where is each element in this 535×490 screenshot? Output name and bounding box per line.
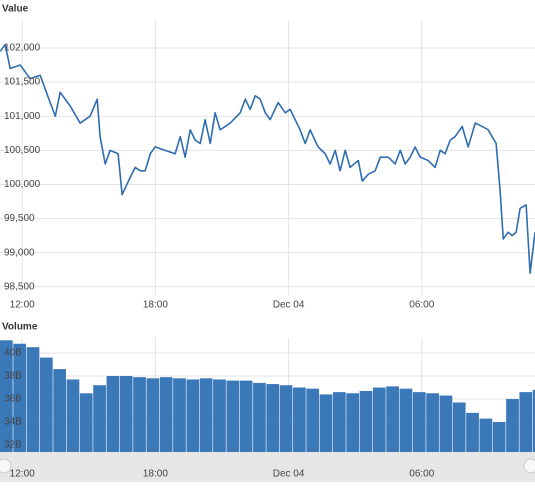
volume-bar [452,402,466,452]
y-tick-label: 101,500 [4,77,41,88]
x-tick-label: 06:00 [409,469,434,480]
y-tick-label: 100,000 [4,179,41,190]
navigator-handle[interactable] [523,458,535,474]
volume-bar [399,388,413,452]
value-line [0,43,535,274]
volume-bar [66,379,80,452]
y-tick-label: 98,500 [4,281,35,292]
volume-bar [199,378,213,452]
y-tick-label: 32B [4,440,22,451]
volume-bar [173,378,186,452]
y-tick-label: 99,500 [4,213,35,224]
volume-bar [93,385,106,452]
volume-bar [519,392,533,452]
volume-bar [39,357,53,452]
volume-bar [119,376,133,452]
volume-bar [359,390,373,452]
volume-bar [306,388,320,452]
x-tick-label: Dec 04 [273,300,305,311]
volume-bar [466,412,479,452]
volume-bar [253,382,266,452]
volume-bar [346,393,360,452]
volume-bar [26,347,40,452]
y-tick-label: 101,000 [4,111,41,122]
volume-bar [492,422,506,452]
volume-bar [479,418,493,452]
x-tick-label: Dec 04 [273,469,305,480]
chart-title: Value [2,4,29,15]
volume-bar [13,343,27,452]
volume-bar [412,392,426,452]
volume-bar [146,378,160,452]
volume-bar [159,377,173,452]
y-tick-label: 38B [4,371,22,382]
volume-bar [293,387,306,452]
volume-bar [186,379,200,452]
volume-bar [239,380,253,452]
volume-bar [226,380,240,452]
y-tick-label: 102,000 [4,43,41,54]
navigator-band [0,452,535,482]
volume-bar [386,386,399,452]
y-tick-label: 34B [4,417,22,428]
volume-bar [332,392,346,452]
x-tick-label: 18:00 [143,469,168,480]
y-tick-label: 40B [4,348,22,359]
x-tick-label: 12:00 [10,469,35,480]
volume-bar [279,385,293,452]
chart-title: Volume [2,322,38,333]
volume-bar [106,376,120,452]
x-tick-label: 18:00 [143,300,168,311]
y-tick-label: 99,000 [4,247,35,258]
x-tick-label: 12:00 [10,300,35,311]
volume-bar [532,389,535,452]
volume-bar [53,369,66,452]
y-tick-label: 36B [4,394,22,405]
volume-bar [319,394,333,452]
volume-bar [372,387,386,452]
volume-bar [0,340,13,452]
volume-bar [213,379,226,452]
y-tick-label: 100,500 [4,145,41,156]
volume-bar [439,395,453,452]
volume-bar [133,377,146,452]
x-tick-label: 06:00 [409,300,434,311]
volume-bar [79,393,93,452]
volume-bar [506,399,519,452]
volume-bar [266,384,280,452]
navigator-handle[interactable] [0,458,12,474]
volume-bar [426,393,439,452]
